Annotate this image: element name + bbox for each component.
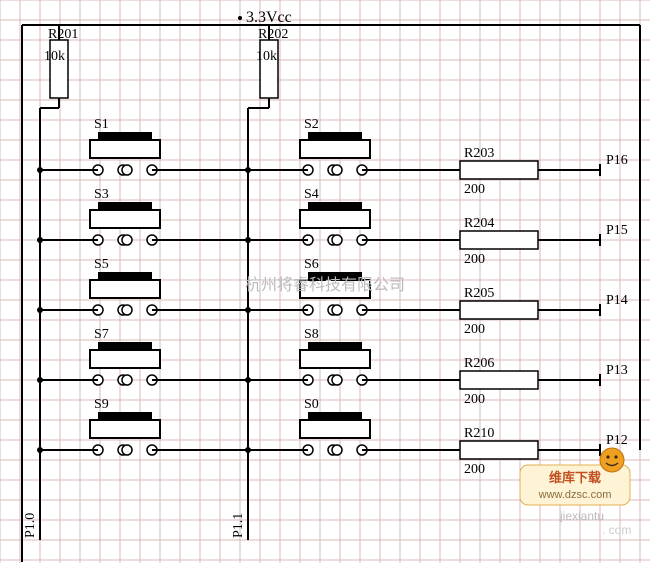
p10-label: P1.0 bbox=[23, 513, 38, 538]
resistor-r205 bbox=[460, 301, 538, 319]
p11-label: P1.1 bbox=[231, 513, 246, 538]
switch-s7-pad-2 bbox=[122, 375, 132, 385]
resistor-r205-value: 200 bbox=[464, 322, 485, 337]
resistor-r203 bbox=[460, 161, 538, 179]
switch-s3-body bbox=[90, 210, 160, 228]
switch-s5-ref: S5 bbox=[94, 257, 109, 272]
switch-s2-pad-2 bbox=[332, 165, 342, 175]
switch-s6-ref: S6 bbox=[304, 257, 319, 272]
switch-s0-ref: S0 bbox=[304, 397, 319, 412]
resistor-r210-ref: R210 bbox=[464, 426, 494, 441]
port-p16: P16 bbox=[606, 153, 628, 168]
switch-s1-cap bbox=[98, 132, 152, 140]
resistor-r204 bbox=[460, 231, 538, 249]
switch-s7-cap bbox=[98, 342, 152, 350]
r201-value: 10k bbox=[44, 49, 65, 64]
switch-s9-cap bbox=[98, 412, 152, 420]
switch-s2-ref: S2 bbox=[304, 117, 319, 132]
resistor-r203-ref: R203 bbox=[464, 146, 494, 161]
switch-s7-body bbox=[90, 350, 160, 368]
node-row4-colL bbox=[37, 447, 43, 453]
switch-s1-body bbox=[90, 140, 160, 158]
r202-value: 10k bbox=[256, 49, 277, 64]
switch-s7-ref: S7 bbox=[94, 327, 109, 342]
switch-s8-ref: S8 bbox=[304, 327, 319, 342]
watermark-com: . com bbox=[602, 523, 631, 537]
watermark-corner: jiexiantu bbox=[559, 509, 604, 523]
switch-s1-pad-2 bbox=[122, 165, 132, 175]
switch-s6-pad-2 bbox=[332, 305, 342, 315]
watermark-center: 杭州将睿科技有限公司 bbox=[245, 276, 405, 294]
node-row0-colL bbox=[37, 167, 43, 173]
port-p12: P12 bbox=[606, 433, 628, 448]
switch-s5-cap bbox=[98, 272, 152, 280]
switch-s4-body bbox=[300, 210, 370, 228]
switch-s8-pad-2 bbox=[332, 375, 342, 385]
resistor-r206-ref: R206 bbox=[464, 356, 494, 371]
switch-s0-pad-2 bbox=[332, 445, 342, 455]
switch-s9-ref: S9 bbox=[94, 397, 109, 412]
switch-s9-pad-2 bbox=[122, 445, 132, 455]
switch-s4-cap bbox=[308, 202, 362, 210]
switch-s5-body bbox=[90, 280, 160, 298]
power-rail-label: 3.3Vcc bbox=[246, 9, 292, 26]
watermark-logo-text: 维库下载 bbox=[549, 470, 601, 485]
vcc-node bbox=[238, 16, 242, 20]
resistor-r204-value: 200 bbox=[464, 252, 485, 267]
switch-s3-cap bbox=[98, 202, 152, 210]
switch-s8-body bbox=[300, 350, 370, 368]
switch-s9-body bbox=[90, 420, 160, 438]
resistor-r203-value: 200 bbox=[464, 182, 485, 197]
resistor-r204-ref: R204 bbox=[464, 216, 494, 231]
resistor-r206-value: 200 bbox=[464, 392, 485, 407]
node-row1-colL bbox=[37, 237, 43, 243]
switch-s2-body bbox=[300, 140, 370, 158]
switch-s2-cap bbox=[308, 132, 362, 140]
switch-s0-body bbox=[300, 420, 370, 438]
watermark-site: www.dzsc.com bbox=[538, 489, 612, 501]
node-row2-colL bbox=[37, 307, 43, 313]
resistor-r210-value: 200 bbox=[464, 462, 485, 477]
port-p13: P13 bbox=[606, 363, 628, 378]
port-p14: P14 bbox=[606, 293, 628, 308]
switch-s3-ref: S3 bbox=[94, 187, 109, 202]
switch-s5-pad-2 bbox=[122, 305, 132, 315]
switch-s1-ref: S1 bbox=[94, 117, 109, 132]
r201-ref: R201 bbox=[48, 27, 78, 42]
resistor-r205-ref: R205 bbox=[464, 286, 494, 301]
resistor-r206 bbox=[460, 371, 538, 389]
switch-s3-pad-2 bbox=[122, 235, 132, 245]
port-p15: P15 bbox=[606, 223, 628, 238]
switch-s0-cap bbox=[308, 412, 362, 420]
switch-s8-cap bbox=[308, 342, 362, 350]
switch-s4-pad-2 bbox=[332, 235, 342, 245]
switch-s4-ref: S4 bbox=[304, 187, 319, 202]
r202-ref: R202 bbox=[258, 27, 288, 42]
node-row3-colL bbox=[37, 377, 43, 383]
resistor-r210 bbox=[460, 441, 538, 459]
